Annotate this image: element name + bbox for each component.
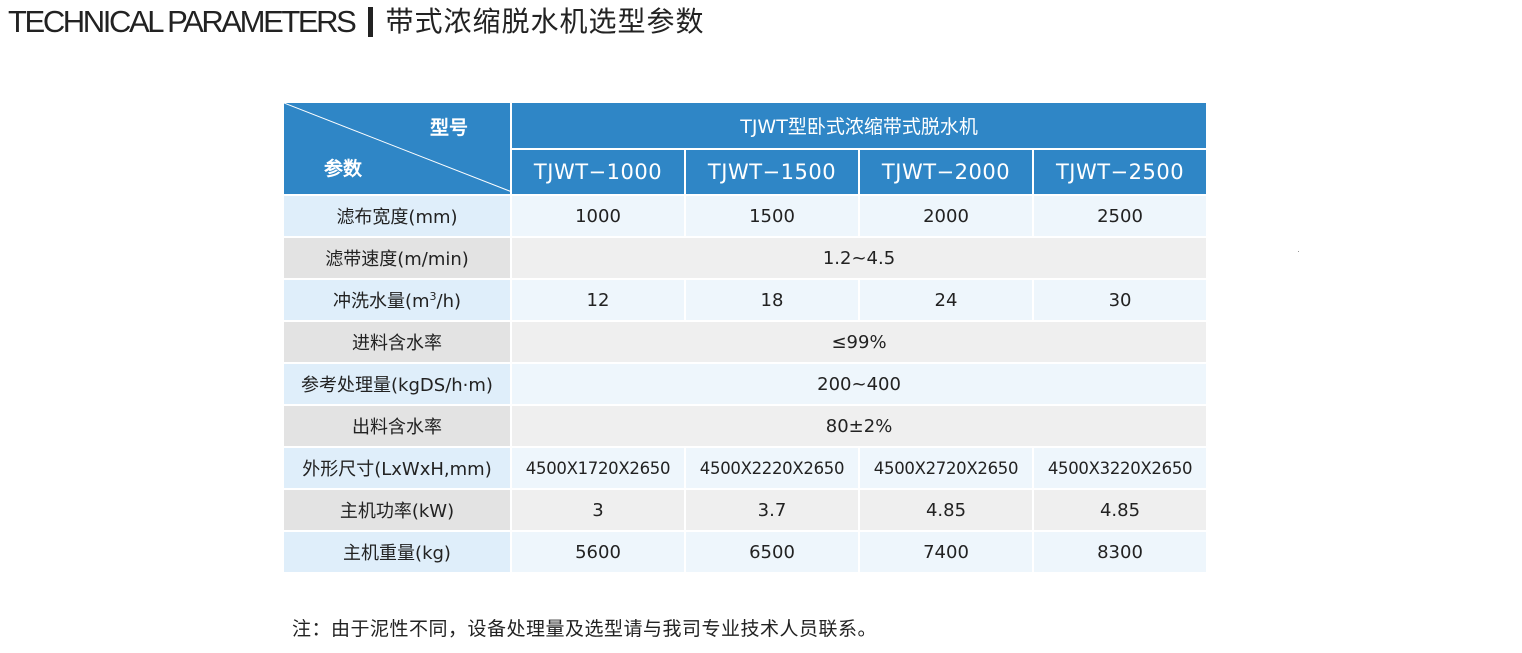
- corner-diagonal-line: [284, 103, 510, 192]
- table-header-row: 型号 参数 TJWT型卧式浓缩带式脱水机: [284, 103, 1207, 196]
- row-value: 8300: [1034, 532, 1207, 572]
- model-header: TJWT−2000: [860, 150, 1034, 196]
- row-label: 进料含水率: [284, 322, 512, 364]
- table-row: 滤带速度(m/min) 1.2~4.5: [284, 238, 1207, 280]
- row-label: 主机功率(kW): [284, 490, 512, 532]
- row-value: 18: [686, 280, 860, 322]
- corner-param-label: 参数: [324, 158, 363, 180]
- table-row: 进料含水率 ≤99%: [284, 322, 1207, 364]
- heading-divider: [368, 7, 374, 37]
- row-merged-value: 80±2%: [512, 406, 1207, 448]
- row-label: 参考处理量(kgDS/h·m): [284, 364, 512, 406]
- row-value: 24: [860, 280, 1034, 322]
- row-value: 4.85: [860, 490, 1034, 532]
- page-heading: TECHNICAL PARAMETERS 带式浓缩脱水机选型参数: [8, 0, 704, 44]
- table-model-row: TJWT−1000 TJWT−1500 TJWT−2000 TJWT−2500: [284, 150, 1207, 196]
- row-value: 4500X3220X2650: [1034, 448, 1207, 490]
- row-value: 3: [512, 490, 686, 532]
- table-row: 滤布宽度(mm) 1000 1500 2000 2500: [284, 196, 1207, 238]
- row-label-superscript: 3: [429, 290, 437, 303]
- model-header: TJWT−1000: [512, 150, 686, 196]
- row-merged-value: 1.2~4.5: [512, 238, 1207, 280]
- model-header: TJWT−1500: [686, 150, 860, 196]
- corner-model-label: 型号: [429, 117, 468, 139]
- row-value: 4500X2720X2650: [860, 448, 1034, 490]
- row-label: 外形尺寸(LxWxH,mm): [284, 448, 512, 490]
- header-corner-cell: 型号 参数: [284, 103, 512, 196]
- row-value: 6500: [686, 532, 860, 572]
- row-value: 1000: [512, 196, 686, 238]
- table-row: 主机功率(kW) 3 3.7 4.85 4.85: [284, 490, 1207, 532]
- row-value: 5600: [512, 532, 686, 572]
- row-value: 4.85: [1034, 490, 1207, 532]
- footnote: 注：由于泥性不同，设备处理量及选型请与我司专业技术人员联系。: [292, 618, 878, 640]
- row-value: 2500: [1034, 196, 1207, 238]
- row-value: 3.7: [686, 490, 860, 532]
- row-value: 7400: [860, 532, 1034, 572]
- row-label-part: 冲洗水量(m: [332, 291, 430, 312]
- row-label: 出料含水率: [284, 406, 512, 448]
- table-row: 参考处理量(kgDS/h·m) 200~400: [284, 364, 1207, 406]
- table-row: 出料含水率 80±2%: [284, 406, 1207, 448]
- table-row: 主机重量(kg) 5600 6500 7400 8300: [284, 532, 1207, 572]
- row-value: 1500: [686, 196, 860, 238]
- row-label: 滤布宽度(mm): [284, 196, 512, 238]
- heading-chinese: 带式浓缩脱水机选型参数: [385, 5, 705, 38]
- parameters-table: 型号 参数 TJWT型卧式浓缩带式脱水机 TJWT−1000 TJWT−1500…: [284, 103, 1207, 572]
- table-row: 冲洗水量(m3/h) 12 18 24 30: [284, 280, 1207, 322]
- row-label: 冲洗水量(m3/h): [284, 280, 512, 322]
- stray-dot: [1298, 251, 1299, 252]
- row-value: 4500X2220X2650: [686, 448, 860, 490]
- heading-english: TECHNICAL PARAMETERS: [8, 4, 357, 39]
- row-label: 滤带速度(m/min): [284, 238, 512, 280]
- row-merged-value: 200~400: [512, 364, 1207, 406]
- model-header: TJWT−2500: [1034, 150, 1207, 196]
- row-value: 2000: [860, 196, 1034, 238]
- row-value: 4500X1720X2650: [512, 448, 686, 490]
- row-label: 主机重量(kg): [284, 532, 512, 572]
- group-title: TJWT型卧式浓缩带式脱水机: [512, 103, 1207, 150]
- row-value: 12: [512, 280, 686, 322]
- row-value: 30: [1034, 280, 1207, 322]
- row-merged-value: ≤99%: [512, 322, 1207, 364]
- row-label-part: /h): [436, 291, 462, 312]
- table-row: 外形尺寸(LxWxH,mm) 4500X1720X2650 4500X2220X…: [284, 448, 1207, 490]
